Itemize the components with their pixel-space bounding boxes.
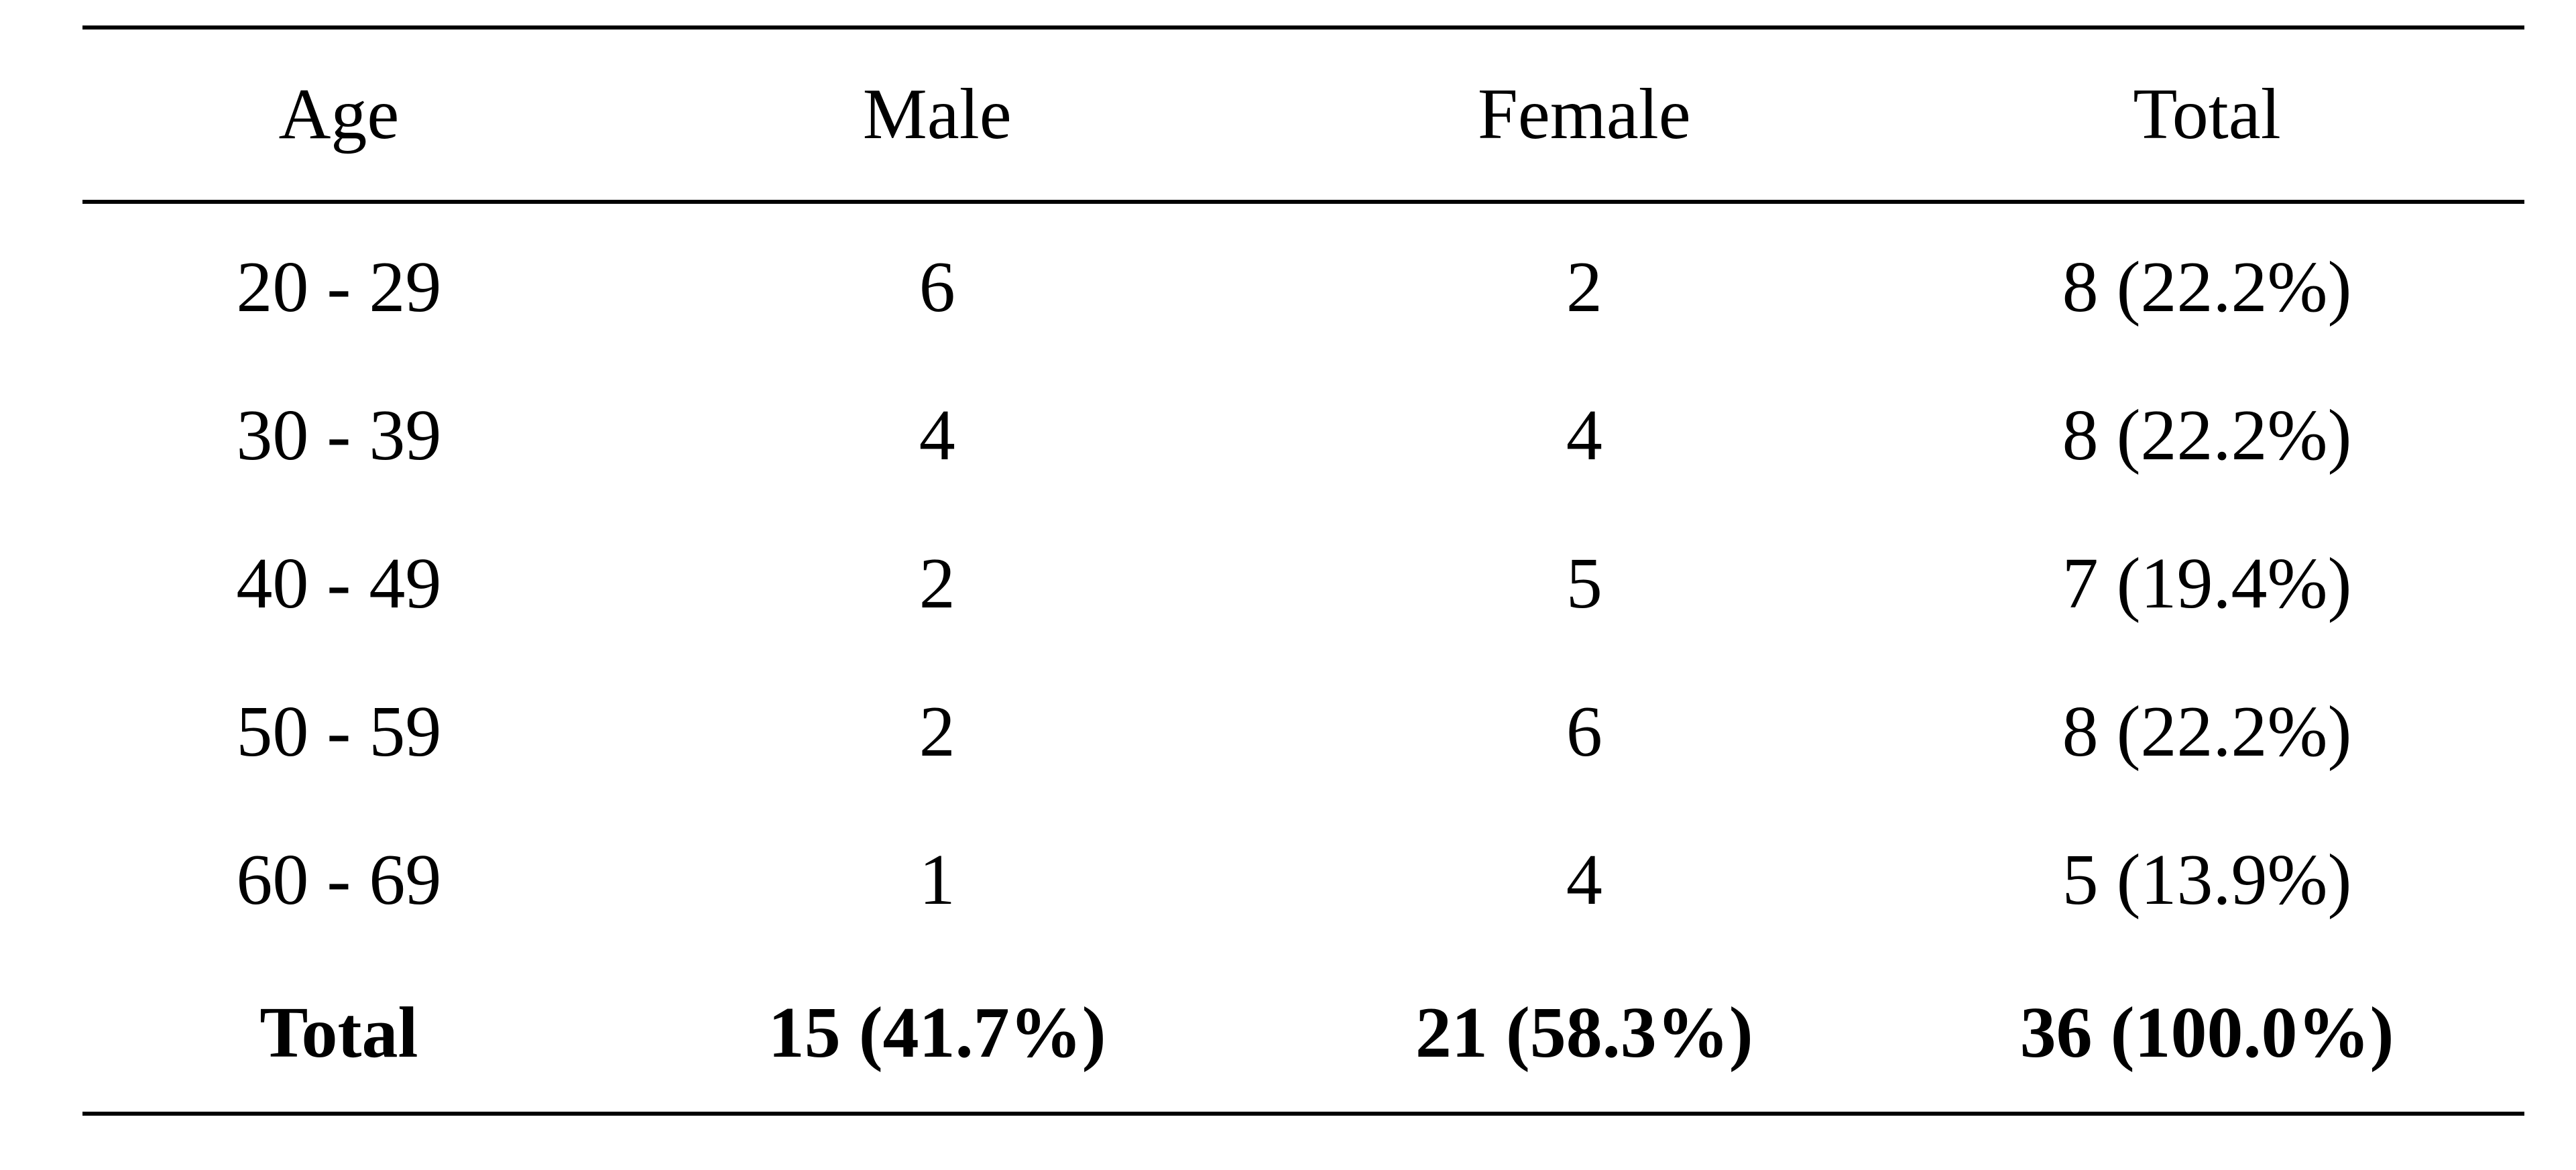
cell-age: 60 - 69 [236,839,442,920]
table-row: 30 - 39 4 4 8 (22.2%) [82,361,2524,510]
header-age: Age [278,74,400,154]
cell-female: 5 [1566,543,1602,624]
cell-male: 1 [919,839,955,920]
total-overall: 36 (100.0%) [2019,992,2394,1073]
cell-female: 4 [1566,839,1602,920]
table-row: 20 - 29 6 2 8 (22.2%) [82,202,2524,361]
header-male: Male [862,74,1012,154]
table-container: Age Male Female Total 20 - 29 6 2 8 (22.… [82,25,2524,1116]
age-sex-distribution-table: Age Male Female Total 20 - 29 6 2 8 (22.… [82,25,2524,1116]
cell-total: 5 (13.9%) [2062,839,2352,920]
cell-age: 30 - 39 [236,395,442,475]
table-header: Age Male Female Total [82,27,2524,202]
cell-male: 2 [919,691,955,772]
cell-age: 40 - 49 [236,543,442,624]
header-total: Total [2133,74,2281,154]
cell-age: 50 - 59 [236,691,442,772]
total-row: Total 15 (41.7%) 21 (58.3%) 36 (100.0%) [82,954,2524,1114]
cell-total: 8 (22.2%) [2062,395,2352,475]
cell-total: 8 (22.2%) [2062,247,2352,327]
cell-male: 2 [919,543,955,624]
total-female: 21 (58.3%) [1415,992,1753,1073]
total-label: Total [259,992,418,1073]
cell-male: 4 [919,395,955,475]
cell-total: 7 (19.4%) [2062,543,2352,624]
cell-age: 20 - 29 [236,247,442,327]
cell-female: 4 [1566,395,1602,475]
table-row: 40 - 49 2 5 7 (19.4%) [82,510,2524,658]
total-male: 15 (41.7%) [768,992,1106,1073]
cell-female: 2 [1566,247,1602,327]
header-female: Female [1477,74,1691,154]
cell-female: 6 [1566,691,1602,772]
header-row: Age Male Female Total [82,27,2524,202]
table-body: 20 - 29 6 2 8 (22.2%) 30 - 39 4 4 8 (22.… [82,202,2524,1114]
table-row: 60 - 69 1 4 5 (13.9%) [82,806,2524,954]
cell-male: 6 [919,247,955,327]
table-row: 50 - 59 2 6 8 (22.2%) [82,658,2524,806]
cell-total: 8 (22.2%) [2062,691,2352,772]
